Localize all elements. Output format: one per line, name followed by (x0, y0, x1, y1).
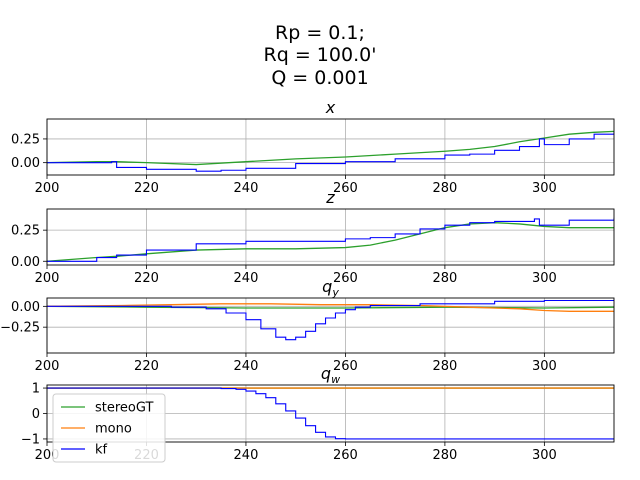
subplot-title: qw (321, 364, 340, 386)
series-line-stereoGT (47, 222, 614, 262)
series-group (47, 130, 614, 172)
series-line-mono (47, 303, 614, 312)
axes-frame (46, 208, 615, 266)
y-tick-label: 0.25 (11, 224, 40, 239)
subplot-4: 20022024026028030010−1qw (21, 364, 615, 463)
series-line-kf (47, 387, 614, 440)
series-group (47, 299, 614, 341)
x-tick-label: 300 (532, 448, 557, 463)
y-tick-label: −0.25 (0, 321, 40, 336)
series-group (47, 387, 614, 440)
axes-frame (46, 297, 615, 354)
x-tick-label: 280 (432, 271, 457, 286)
x-tick-label: 240 (234, 359, 259, 374)
y-tick-label: 1 (32, 382, 40, 397)
x-tick-label: 200 (35, 181, 60, 196)
series-line-stereoGT (47, 130, 614, 166)
series-line-stereoGT (47, 305, 614, 309)
subplot-title: x (325, 98, 336, 117)
series-group (47, 217, 614, 262)
x-tick-label: 300 (532, 271, 557, 286)
subplot-title: z (325, 188, 335, 207)
subplot-2: 200 220 240 260 280 300 0.00 0.25 z (11, 188, 615, 286)
y-tick-label: 0.00 (11, 156, 40, 171)
figure-title-line-2: Rq = 100.0' (264, 44, 377, 66)
subplot-3: 200 220 240 260 280 300 0.00 −0.25 qy (0, 277, 615, 374)
figure-title: Rp = 0.1; Rq = 100.0' Q = 0.001 (264, 22, 377, 89)
y-tick-label: 0.00 (11, 255, 40, 270)
x-tick-label: 280 (432, 359, 457, 374)
series-line-kf (47, 132, 614, 172)
y-tick-label: 0.00 (11, 300, 40, 315)
x-tick-label: 240 (234, 448, 259, 463)
y-tick-label: 0.25 (11, 132, 40, 147)
x-tick-label: 240 (234, 271, 259, 286)
x-tick-label: 200 (35, 271, 60, 286)
subplot-title: qy (322, 277, 339, 299)
x-tick-label: 260 (333, 181, 358, 196)
x-tick-label: 260 (333, 359, 358, 374)
legend: stereoGT mono kf (52, 393, 166, 463)
x-tick-label: 220 (134, 359, 159, 374)
subplot-1: 200 220 240 260 280 300 0.00 0.25 x (11, 98, 615, 196)
x-tick-label: 260 (333, 271, 358, 286)
x-tick-label: 220 (134, 181, 159, 196)
x-tick-label: 280 (432, 448, 457, 463)
axes-frame (46, 118, 615, 176)
legend-label-mono: mono (95, 422, 132, 437)
figure-title-line-3: Q = 0.001 (271, 67, 368, 89)
legend-label-kf: kf (95, 443, 108, 458)
x-tick-label: 240 (234, 181, 259, 196)
x-tick-label: 280 (432, 181, 457, 196)
x-tick-label: 300 (532, 181, 557, 196)
series-line-kf (47, 299, 614, 341)
figure-title-line-1: Rp = 0.1; (275, 22, 365, 44)
grid-lines (46, 209, 614, 265)
x-tick-label: 300 (532, 359, 557, 374)
x-tick-label: 220 (134, 271, 159, 286)
series-line-kf (47, 217, 614, 262)
x-tick-label: 200 (35, 359, 60, 374)
x-tick-label: 260 (333, 448, 358, 463)
y-tick-label: −1 (21, 432, 40, 447)
legend-box: stereoGT mono kf (52, 393, 166, 463)
legend-label-stereoGT: stereoGT (95, 401, 153, 416)
legend-frame (52, 393, 166, 463)
y-tick-label: 0 (32, 407, 40, 422)
